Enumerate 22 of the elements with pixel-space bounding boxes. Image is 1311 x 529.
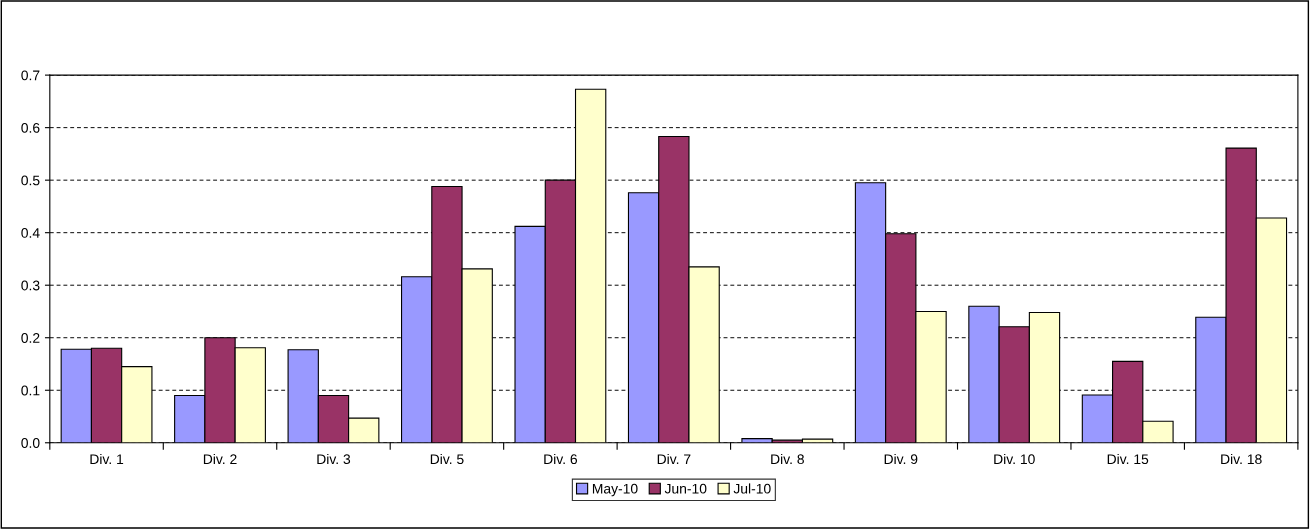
x-tick-label: Div. 6	[544, 453, 578, 465]
y-tick-label: 0.6	[21, 122, 40, 133]
legend-label: May-10	[592, 483, 638, 497]
legend-label: Jul-10	[733, 483, 771, 494]
x-tick-label: Div. 2	[203, 453, 237, 464]
x-tick-label: Div. 8	[771, 453, 804, 465]
x-tick-label: Div. 7	[657, 453, 691, 464]
y-tick-label: 0.0	[21, 438, 40, 448]
y-tick-label: 0.5	[21, 175, 40, 186]
legend-label: Jun-10	[664, 483, 707, 494]
y-tick-label: 0.7	[21, 70, 40, 81]
x-tick-label: Div. 15	[1107, 453, 1149, 465]
x-tick-label: Div. 1	[90, 453, 124, 464]
y-tick-label: 0.1	[21, 385, 40, 396]
x-tick-label: Div. 10	[994, 453, 1035, 465]
x-tick-label: Div. 18	[1221, 453, 1262, 465]
y-tick-label: 0.2	[21, 333, 40, 343]
x-tick-label: Div. 3	[317, 453, 351, 465]
x-tick-label: Div. 5	[430, 453, 464, 465]
x-tick-label: Div. 9	[884, 453, 918, 465]
y-tick-label: 0.4	[21, 228, 40, 238]
y-tick-label: 0.3	[21, 280, 40, 291]
